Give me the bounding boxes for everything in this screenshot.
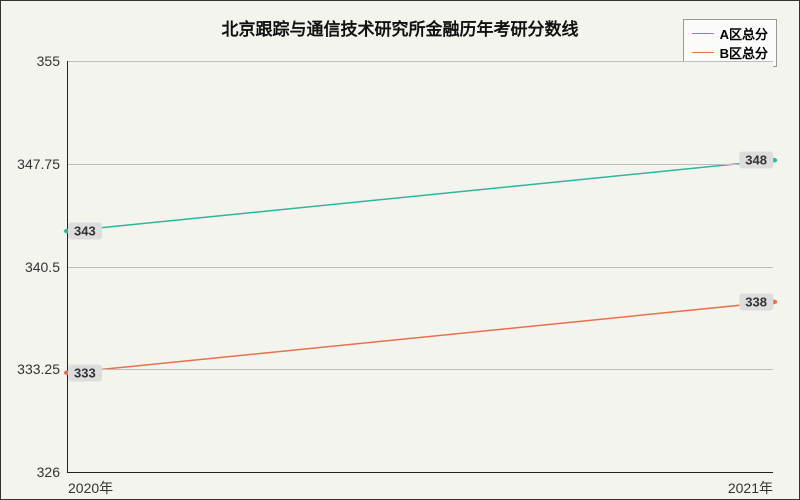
- gridline: [68, 369, 773, 370]
- y-tick-label: 333.25: [17, 361, 68, 377]
- gridline: [68, 61, 773, 62]
- point-label: 343: [68, 223, 102, 240]
- y-tick-label: 347.75: [17, 156, 68, 172]
- legend-label-a: A区总分: [720, 24, 768, 43]
- x-tick-label: 2020年: [68, 472, 113, 498]
- y-tick-label: 355: [37, 53, 68, 69]
- series-line: [68, 160, 773, 231]
- legend-item-a: A区总分: [692, 24, 768, 43]
- legend-swatch-a: [692, 33, 714, 34]
- y-tick-label: 326: [37, 464, 68, 480]
- gridline: [68, 164, 773, 165]
- chart-title: 北京跟踪与通信技术研究所金融历年考研分数线: [1, 15, 799, 40]
- legend-swatch-b: [692, 52, 714, 53]
- point-label: 333: [68, 364, 102, 381]
- point-label: 338: [739, 293, 773, 310]
- chart-container: 北京跟踪与通信技术研究所金融历年考研分数线 A区总分 B区总分 326 333.2…: [0, 0, 800, 500]
- plot-area: 326333.25340.5347.753552020年2021年3433483…: [67, 61, 773, 473]
- point-label: 348: [739, 152, 773, 169]
- legend-label-b: B区总分: [720, 43, 768, 62]
- y-tick-label: 340.5: [25, 259, 68, 275]
- legend-item-b: B区总分: [692, 43, 768, 62]
- legend: A区总分 B区总分: [683, 19, 777, 67]
- x-tick-label: 2021年: [728, 472, 773, 498]
- series-line: [68, 302, 773, 373]
- gridline: [68, 267, 773, 268]
